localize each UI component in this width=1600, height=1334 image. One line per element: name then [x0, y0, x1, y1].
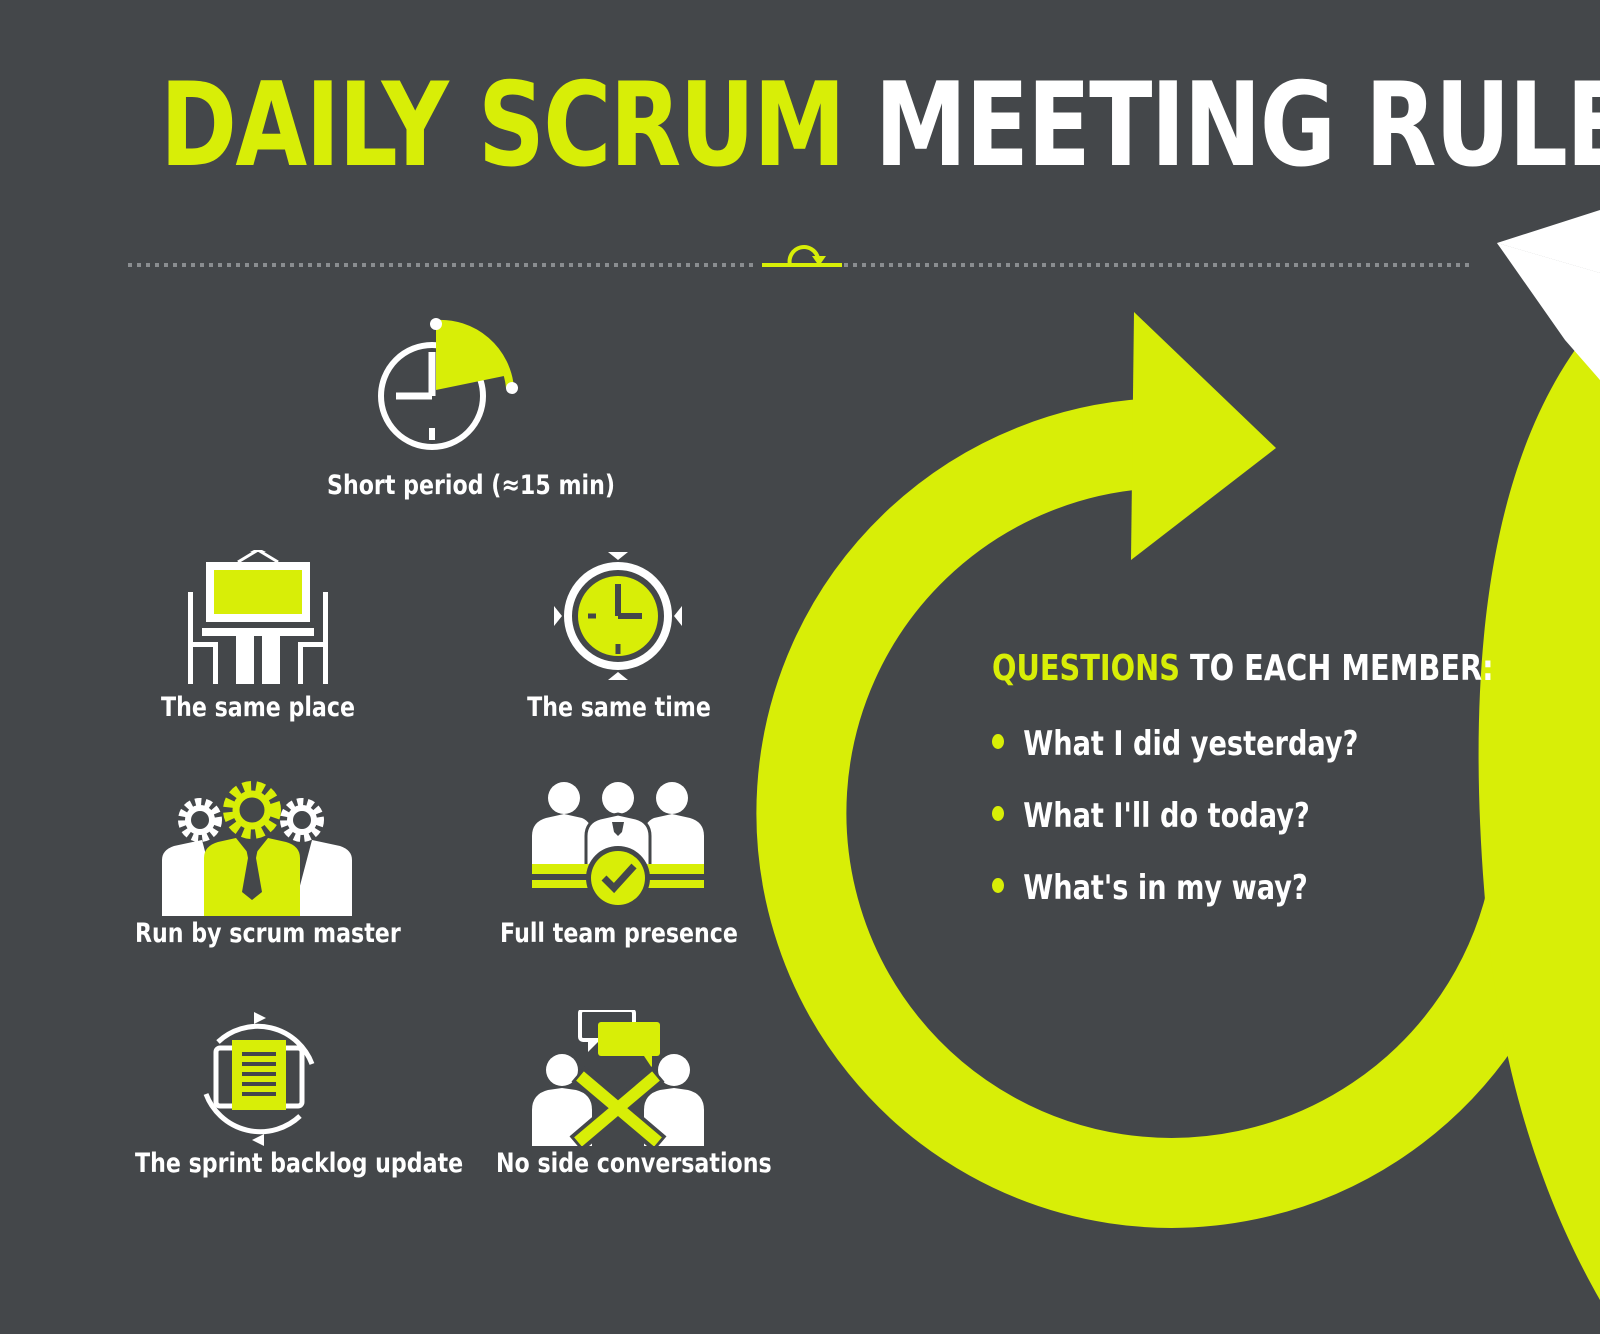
- team-check-icon: [532, 782, 704, 910]
- rule-label-same-place: The same place: [160, 692, 356, 723]
- stopwatch-icon: [378, 318, 518, 450]
- clock-icon: [554, 552, 682, 680]
- question-text: What I'll do today?: [1023, 796, 1310, 836]
- page-title: DAILY SCRUM MEETING RULES: [160, 68, 1600, 184]
- rule-label-full-team: Full team presence: [500, 918, 738, 949]
- bullet-icon: [992, 878, 1004, 893]
- title-rest: MEETING RULES: [874, 58, 1600, 193]
- question-text: What I did yesterday?: [1023, 724, 1359, 764]
- title-accent: DAILY SCRUM: [160, 58, 846, 193]
- rule-label-backlog: The sprint backlog update: [135, 1148, 464, 1179]
- backlog-cycle-icon: [203, 1012, 315, 1146]
- rule-label-no-side-talk: No side conversations: [496, 1148, 772, 1179]
- no-side-talk-icon: [532, 1010, 704, 1146]
- rule-label-same-time: The same time: [527, 692, 711, 723]
- rule-label-scrum-master: Run by scrum master: [135, 918, 401, 949]
- questions-heading: QUESTIONS TO EACH MEMBER:: [992, 648, 1494, 689]
- bullet-icon: [992, 806, 1004, 821]
- question-item: What I did yesterday?: [992, 724, 1358, 764]
- scrum-master-icon: [162, 781, 352, 916]
- question-item: What's in my way?: [992, 868, 1312, 908]
- questions-heading-accent: QUESTIONS: [992, 648, 1180, 689]
- meeting-room-icon: [188, 550, 328, 684]
- question-text: What's in my way?: [1023, 868, 1308, 908]
- loop-icon: [762, 245, 842, 267]
- questions-heading-rest: TO EACH MEMBER:: [1179, 648, 1494, 689]
- question-item: What I'll do today?: [992, 796, 1312, 836]
- bullet-icon: [992, 734, 1004, 749]
- title-divider: [128, 245, 1474, 267]
- rule-label-short-period: Short period (≈15 min): [327, 470, 615, 501]
